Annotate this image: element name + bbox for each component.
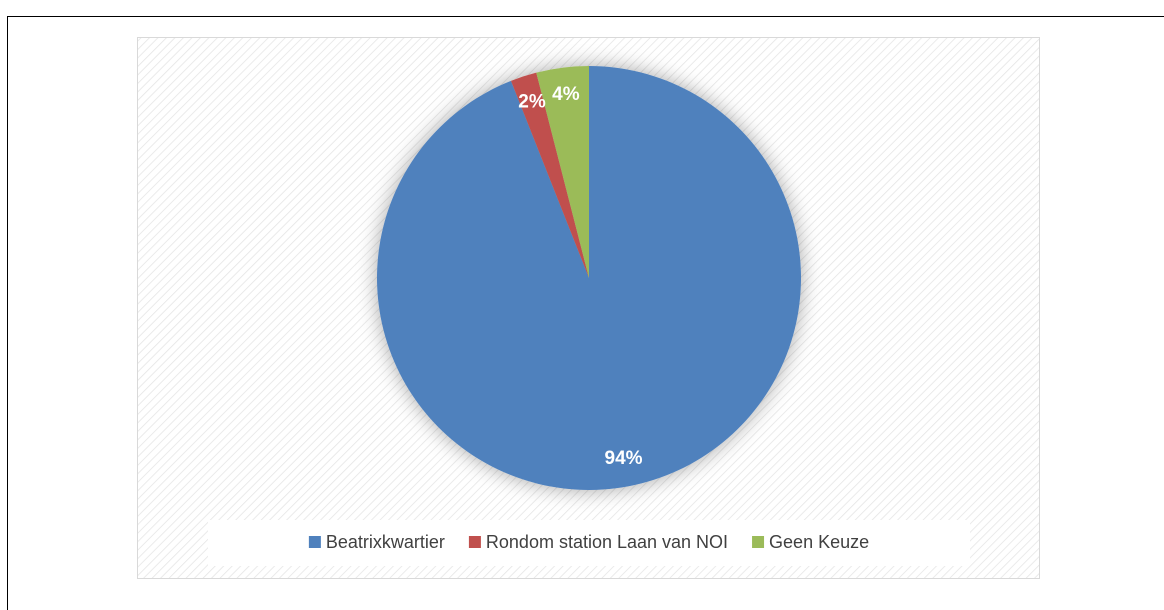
- value-label: 2%: [518, 92, 546, 113]
- legend-swatch: [752, 536, 765, 548]
- legend-label: Rondom station Laan van NOI: [486, 532, 728, 552]
- legend-swatch: [308, 536, 321, 548]
- legend-label: Geen Keuze: [769, 532, 869, 552]
- pie-slice: [510, 72, 589, 278]
- legend-swatch: [468, 536, 481, 548]
- legend-label: Beatrixkwartier: [326, 532, 445, 552]
- value-label: 4%: [552, 84, 580, 105]
- pie-slice: [377, 66, 802, 490]
- pie: [377, 66, 802, 490]
- labels: 94% 2% 4%: [518, 84, 642, 469]
- value-label: 94%: [605, 448, 643, 469]
- legend-box: [208, 520, 970, 566]
- pie-slice: [536, 66, 589, 278]
- legend-items: Beatrixkwartier Rondom station Laan van N…: [308, 532, 869, 552]
- legend: Beatrixkwartier Rondom station Laan van N…: [308, 532, 869, 552]
